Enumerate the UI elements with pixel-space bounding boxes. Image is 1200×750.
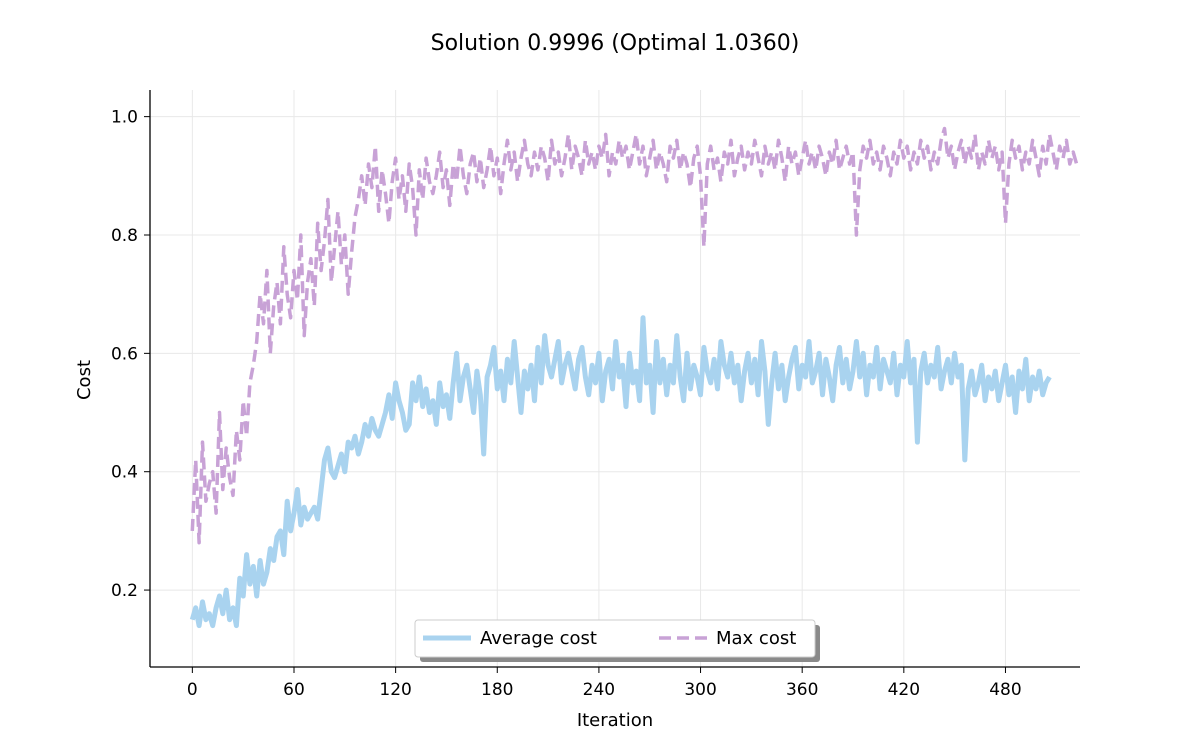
series-group [189,126,1079,629]
x-tick-label: 60 [283,680,305,700]
x-tick-label: 240 [583,680,615,700]
axes [149,90,1080,668]
legend-label-max-cost: Max cost [716,628,796,649]
x-tick-label: 120 [379,680,411,700]
x-tick-label: 180 [481,680,513,700]
y-tick-label: 0.2 [111,581,138,601]
x-tick-label: 360 [786,680,818,700]
legend-box [414,619,816,658]
x-tick-label: 300 [684,680,716,700]
y-axis-ticks: 0.2 0.4 0.6 0.8 1.0 [111,108,150,601]
x-axis-ticks: 0 60 120 180 240 300 360 420 480 [187,667,1022,700]
y-tick-label: 0.4 [111,463,138,483]
series-line-max-cost [190,126,1079,545]
x-tick-label: 420 [888,680,920,700]
series-line-average-cost [189,315,1052,629]
x-tick-label: 480 [989,680,1021,700]
x-tick-label: 0 [187,680,198,700]
legend: Average cost Max cost [414,619,820,662]
x-axis-label: Iteration [577,710,653,731]
y-tick-label: 0.6 [111,344,138,364]
y-axis-label: Cost [74,360,95,400]
y-tick-label: 1.0 [111,108,138,128]
y-tick-label: 0.8 [111,226,138,246]
chart-title: Solution 0.9996 (Optimal 1.0360) [431,31,800,56]
legend-label-average-cost: Average cost [480,628,597,649]
